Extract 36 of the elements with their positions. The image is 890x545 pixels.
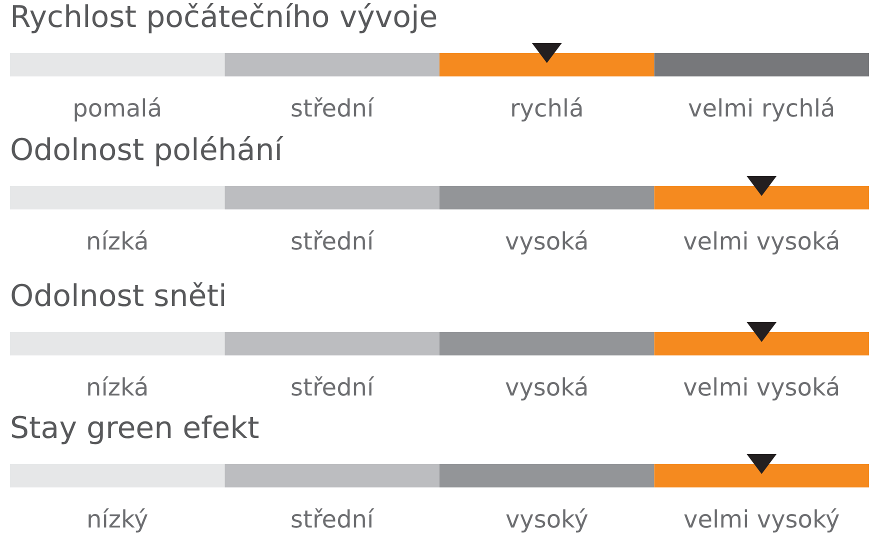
series-label: vysoký xyxy=(505,505,588,534)
bar xyxy=(224,332,440,356)
chart-title: Stay green efekt xyxy=(10,411,260,446)
bar xyxy=(224,53,440,76)
series-label: velmi vysoká xyxy=(683,373,840,402)
chart-title: Rychlost počátečního vývoje xyxy=(10,0,438,35)
series-label: střední xyxy=(290,227,376,256)
series-label: střední xyxy=(290,505,376,534)
bar xyxy=(224,464,440,488)
bar xyxy=(654,464,869,488)
bar xyxy=(654,53,869,76)
chart-title: Odolnost sněti xyxy=(10,279,227,314)
bar xyxy=(440,186,654,210)
bar xyxy=(654,332,869,356)
series-label: velmi vysoký xyxy=(684,505,840,534)
series-label: nízká xyxy=(86,373,149,402)
bar xyxy=(10,332,225,356)
series-label: nízký xyxy=(86,505,148,534)
bar xyxy=(224,186,440,210)
bar xyxy=(10,464,225,488)
bar xyxy=(440,332,654,356)
series-label: velmi vysoká xyxy=(683,227,840,256)
bar xyxy=(440,464,654,488)
series-label: střední xyxy=(290,373,376,402)
chart-title: Odolnost poléhání xyxy=(10,133,283,168)
series-label: rychlá xyxy=(510,94,584,122)
series-label: vysoká xyxy=(504,227,589,256)
series-label: velmi rychlá xyxy=(688,94,836,122)
bar xyxy=(10,186,225,210)
bar xyxy=(654,186,869,210)
bar xyxy=(440,53,654,76)
series-label: pomalá xyxy=(72,94,162,122)
series-label: nízká xyxy=(86,227,149,256)
series-label: střední xyxy=(290,94,376,122)
series-label: vysoká xyxy=(504,373,589,402)
bar xyxy=(10,53,225,76)
